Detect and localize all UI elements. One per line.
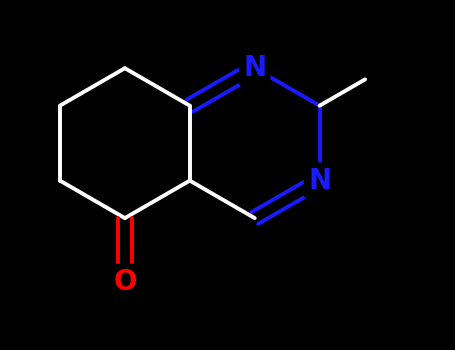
Text: N: N <box>308 167 331 195</box>
Text: N: N <box>243 54 266 82</box>
Text: O: O <box>113 268 136 296</box>
